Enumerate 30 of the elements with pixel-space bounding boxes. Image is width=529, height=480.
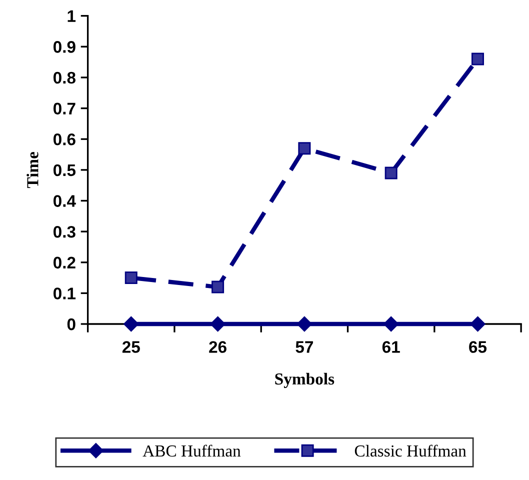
x-tick-label: 61 bbox=[382, 341, 400, 353]
point bbox=[384, 166, 398, 180]
y-tick-label: 0.5 bbox=[54, 164, 76, 176]
x-axis-title: Symbols bbox=[275, 372, 334, 388]
x-tick-label: 26 bbox=[209, 341, 226, 353]
point bbox=[298, 142, 311, 155]
y-tick-label: 0.6 bbox=[54, 134, 76, 146]
y-tick-label: 1 bbox=[68, 10, 76, 22]
point bbox=[210, 316, 226, 332]
point bbox=[296, 316, 312, 332]
legend-label: ABC Huffman bbox=[142, 444, 241, 457]
x-tick-label: 25 bbox=[122, 341, 140, 353]
y-tick-label: 0.9 bbox=[54, 41, 76, 53]
point bbox=[471, 52, 484, 66]
point bbox=[384, 316, 399, 332]
x-tick-label: 65 bbox=[469, 341, 487, 353]
x-tick-label: 57 bbox=[296, 341, 313, 353]
y-tick-label: 0 bbox=[67, 318, 76, 330]
point bbox=[124, 272, 138, 284]
y-tick-label: 0.1 bbox=[54, 288, 76, 300]
y-axis-title: Time bbox=[26, 152, 38, 188]
y-tick-label: 0.8 bbox=[54, 72, 76, 84]
point bbox=[212, 280, 224, 294]
legend-label: Classic Huffman bbox=[354, 444, 466, 457]
y-tick-label: 0.3 bbox=[54, 226, 76, 238]
y-tick-label: 0.4 bbox=[54, 195, 76, 207]
y-tick-label: 0.2 bbox=[54, 256, 76, 269]
point bbox=[124, 316, 139, 332]
point bbox=[470, 316, 486, 332]
y-tick-label: 0.7 bbox=[54, 102, 76, 114]
